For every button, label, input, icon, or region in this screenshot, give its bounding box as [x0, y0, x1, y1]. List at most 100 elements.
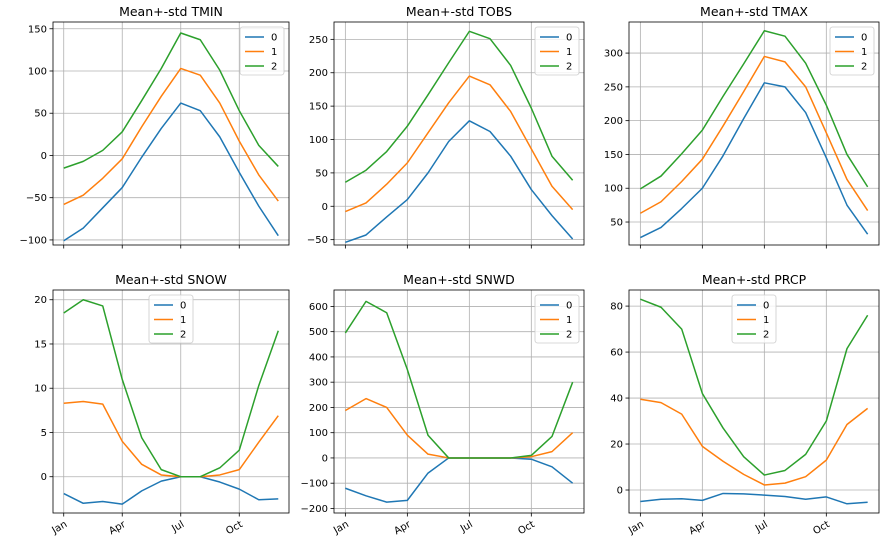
y-tick-label: 250	[604, 82, 623, 93]
y-tick-label: 20	[610, 440, 623, 451]
x-tick-label: Jan	[331, 519, 351, 537]
legend-label: 2	[566, 62, 572, 73]
subplot-title: Mean+-std TMAX	[700, 4, 808, 19]
x-tick-label: Apr	[687, 519, 708, 538]
series-line-1	[63, 400, 279, 478]
legend: 0 1 2	[731, 294, 777, 344]
series-line-2	[344, 300, 574, 459]
subplot-2: −50 0 50 100 150 200 250 Mean+-std TOBS 0 1 2	[307, 4, 585, 249]
x-tick-label: Jan	[50, 519, 70, 537]
legend-label: 0	[271, 33, 277, 44]
legend: 0 1 2	[534, 26, 580, 76]
legend-label: 2	[180, 330, 186, 341]
y-tick-label: 250	[309, 35, 328, 46]
series-line-1	[345, 75, 574, 213]
y-tick-label: 0	[322, 453, 328, 464]
x-tick-label: Apr	[392, 519, 413, 538]
y-tick-label: 80	[610, 302, 623, 313]
series-line-0	[345, 457, 574, 503]
legend-label: 0	[861, 33, 867, 44]
series-line-0	[640, 492, 868, 505]
x-tick-label: Jul	[753, 519, 770, 535]
y-tick-label: 300	[309, 378, 328, 389]
series-line-2	[640, 298, 869, 476]
y-tick-label: 200	[309, 403, 328, 414]
series-line-2	[344, 30, 574, 183]
legend-label: 2	[763, 330, 769, 341]
y-tick-label: 100	[309, 428, 328, 439]
legend-label: 0	[180, 301, 186, 312]
legend-label: 0	[566, 33, 572, 44]
y-tick-label: 40	[610, 394, 623, 405]
x-tick-label: Jul	[169, 519, 186, 535]
y-tick-label: 0	[41, 472, 47, 483]
subplot-4: 0 5 10 15 20 Jan Apr Jul Oct Mean+-std SNOW 0 1 2	[34, 272, 290, 538]
y-tick-label: 400	[309, 352, 328, 363]
plot-frame	[52, 289, 290, 514]
series-line-0	[640, 82, 869, 239]
y-tick-label: 150	[309, 102, 328, 113]
subplot-5: −200 −100 0 100 200 300 400 500 600 Jan Apr Jul Oct M…	[301, 272, 585, 538]
y-tick-label: −200	[301, 504, 328, 515]
x-tick-label: Oct	[224, 519, 245, 537]
series-line-2	[63, 298, 279, 478]
x-tick-label: Oct	[811, 519, 832, 537]
series-line-1	[640, 398, 869, 486]
y-tick-label: 300	[604, 49, 623, 60]
y-tick-label: 50	[610, 218, 623, 229]
legend-label: 1	[763, 315, 769, 326]
y-tick-label: −100	[301, 479, 328, 490]
subplot-title: Mean+-std SNOW	[115, 272, 227, 287]
series-line-1	[63, 67, 279, 206]
series-line-0	[345, 120, 574, 244]
y-tick-label: 10	[34, 384, 47, 395]
legend: 0 1 2	[534, 294, 580, 344]
plot-frame	[333, 21, 585, 246]
subplot-1: −100 −50 0 50 100 150 Mean+-std TMIN 0 1 2	[20, 4, 290, 249]
y-tick-label: 20	[34, 295, 47, 306]
legend: 0 1 2	[148, 294, 194, 344]
series-line-0	[63, 475, 279, 505]
legend-label: 2	[861, 62, 867, 73]
legend-label: 1	[861, 47, 867, 58]
series-line-2	[63, 32, 279, 169]
x-tick-label: Apr	[107, 519, 128, 538]
series-line-0	[63, 102, 279, 242]
y-tick-label: 0	[41, 151, 47, 162]
subplot-title: Mean+-std PRCP	[702, 272, 807, 287]
y-tick-label: 0	[322, 202, 328, 213]
y-tick-label: 500	[309, 327, 328, 338]
series-line-2	[639, 30, 869, 190]
x-tick-label: Oct	[516, 519, 537, 537]
y-tick-label: 15	[34, 339, 47, 350]
subplot-title: Mean+-std TMIN	[119, 4, 223, 19]
plot-frame	[52, 21, 290, 246]
y-tick-label: −50	[307, 235, 328, 246]
y-tick-label: 50	[34, 109, 47, 120]
y-tick-label: 150	[604, 150, 623, 161]
legend-label: 2	[271, 62, 277, 73]
y-tick-label: 0	[617, 486, 623, 497]
y-tick-label: 200	[309, 68, 328, 79]
y-tick-label: 5	[41, 428, 47, 439]
legend-label: 1	[271, 47, 277, 58]
y-tick-label: −100	[20, 235, 47, 246]
legend-label: 2	[566, 330, 572, 341]
subplot-3: 50 100 150 200 250 300 Mean+-std TMAX 0 1 2	[604, 4, 880, 249]
x-tick-label: Jul	[458, 519, 475, 535]
y-tick-label: 60	[610, 348, 623, 359]
legend-label: 0	[763, 301, 769, 312]
y-tick-label: 100	[604, 184, 623, 195]
y-tick-label: 100	[28, 66, 47, 77]
legend-label: 1	[180, 315, 186, 326]
plot-frame	[628, 289, 880, 514]
legend-label: 1	[566, 47, 572, 58]
subplot-title: Mean+-std SNWD	[403, 272, 515, 287]
plot-frame	[333, 289, 585, 514]
y-tick-label: 200	[604, 116, 623, 127]
plot-frame	[628, 21, 880, 246]
y-tick-label: 100	[309, 135, 328, 146]
y-tick-label: 50	[315, 168, 328, 179]
legend-label: 1	[566, 315, 572, 326]
